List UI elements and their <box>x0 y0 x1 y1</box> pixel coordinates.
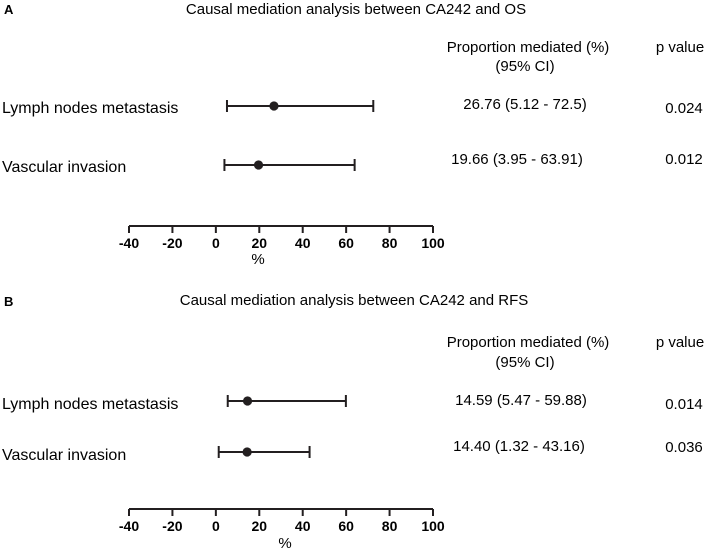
panel-a-row-0-p-value: 0.024 <box>665 100 703 117</box>
panel-b-header-ci: (95% CI) <box>495 354 554 371</box>
panel-a-row-0-estimate-text: 26.76 (5.12 - 72.5) <box>463 96 586 113</box>
panel-a-x-label: % <box>251 251 264 268</box>
panel-a-row-1-point <box>253 160 264 170</box>
panel-a-row-1-estimate-text: 19.66 (3.95 - 63.91) <box>451 151 583 168</box>
panel-b-label: B <box>4 294 13 309</box>
panel-a-tick-label-2: 0 <box>212 235 220 251</box>
panel-b-row-1-estimate-text: 14.40 (1.32 - 43.16) <box>453 438 585 455</box>
panel-b-row-0-point <box>242 396 253 406</box>
panel-b-row-1-p-value: 0.036 <box>665 439 703 456</box>
panel-b-row-0-estimate-text: 14.59 (5.47 - 59.88) <box>455 392 587 409</box>
panel-a-tick-label-3: 20 <box>251 235 267 251</box>
panel-b-tick-label-2: 0 <box>212 518 220 534</box>
panel-b-row-0-p-value: 0.014 <box>665 396 703 413</box>
panel-a-row-0-point <box>269 101 279 111</box>
panel-a-header-proportion: Proportion mediated (%) <box>447 39 610 56</box>
panel-b-tick-label-3: 20 <box>251 518 267 534</box>
panel-a-row-1-label: Vascular invasion <box>2 159 126 176</box>
panel-a-header-p: p value <box>656 39 704 56</box>
panel-b-row-0-label: Lymph nodes metastasis <box>2 396 178 413</box>
panel-a-tick-label-6: 80 <box>382 235 398 251</box>
panel-a-tick-label-1: -20 <box>162 235 182 251</box>
panel-b-tick-label-6: 80 <box>382 518 398 534</box>
panel-b-tick-label-5: 60 <box>338 518 354 534</box>
panel-b-title: Causal mediation analysis between CA242 … <box>180 292 529 309</box>
panel-a: A Causal mediation analysis between CA24… <box>2 1 704 268</box>
panel-a-tick-label-7: 100 <box>421 235 445 251</box>
panel-a-tick-label-0: -40 <box>119 235 139 251</box>
panel-b-x-axis: -40 -20 0 20 40 60 80 100 <box>119 508 445 534</box>
panel-b-header-p: p value <box>656 334 704 351</box>
panel-a-x-axis: -40 -20 0 20 40 60 80 100 <box>119 225 445 251</box>
panel-b-tick-label-0: -40 <box>119 518 139 534</box>
panel-a-header-ci: (95% CI) <box>495 58 554 75</box>
panel-b-x-label: % <box>278 535 291 551</box>
panel-a-label: A <box>4 2 14 17</box>
panel-b-row-1-point <box>242 447 252 457</box>
panel-b-tick-label-4: 40 <box>295 518 311 534</box>
panel-a-tick-label-5: 60 <box>338 235 354 251</box>
panel-a-title: Causal mediation analysis between CA242 … <box>186 1 526 18</box>
panel-b-header-proportion: Proportion mediated (%) <box>447 334 610 351</box>
panel-b-tick-label-1: -20 <box>162 518 182 534</box>
panel-b: B Causal mediation analysis between CA24… <box>2 292 704 551</box>
panel-a-row-0-label: Lymph nodes metastasis <box>2 100 178 117</box>
panel-a-row-1-p-value: 0.012 <box>665 151 703 168</box>
panel-b-row-1-label: Vascular invasion <box>2 447 126 464</box>
panel-b-tick-label-7: 100 <box>421 518 445 534</box>
panel-a-tick-label-4: 40 <box>295 235 311 251</box>
